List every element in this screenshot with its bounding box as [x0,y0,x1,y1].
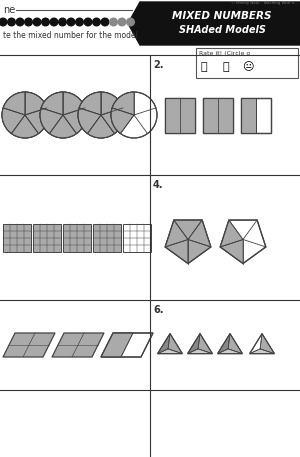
Polygon shape [165,220,211,264]
Wedge shape [11,115,38,138]
Circle shape [16,18,24,26]
Text: 👎: 👎 [223,62,229,72]
Circle shape [110,18,117,26]
Circle shape [76,18,83,26]
Circle shape [84,18,92,26]
Bar [165,97,195,133]
Polygon shape [188,220,211,247]
Polygon shape [218,334,242,354]
Polygon shape [250,349,274,354]
Wedge shape [25,92,47,115]
Wedge shape [63,108,86,133]
Wedge shape [50,115,76,138]
Wedge shape [63,92,85,115]
Text: 6.: 6. [153,305,164,315]
Bar [165,97,195,133]
Polygon shape [188,239,211,264]
Polygon shape [158,334,182,354]
Polygon shape [158,349,182,354]
Circle shape [127,18,134,26]
Polygon shape [198,334,212,354]
Polygon shape [101,333,133,357]
Circle shape [50,18,58,26]
Bar [63,223,91,251]
Polygon shape [188,334,212,354]
Polygon shape [220,220,243,247]
Polygon shape [220,220,266,264]
Polygon shape [188,334,200,354]
Circle shape [2,92,48,138]
Bar [3,223,31,251]
Wedge shape [112,92,134,115]
Text: Rate it! (Circle o: Rate it! (Circle o [199,51,250,56]
Wedge shape [3,92,25,115]
Wedge shape [41,92,63,115]
Wedge shape [101,92,123,115]
Polygon shape [101,333,153,357]
Wedge shape [101,108,124,133]
Circle shape [101,18,109,26]
Polygon shape [218,349,242,354]
Circle shape [8,18,15,26]
Text: 👍: 👍 [201,62,207,72]
Polygon shape [165,239,188,264]
Circle shape [25,18,32,26]
Text: MIXED NUMBERS: MIXED NUMBERS [172,11,272,21]
Bar [203,97,233,133]
Wedge shape [78,108,101,133]
Bar [165,97,195,133]
Bar [241,97,271,133]
Circle shape [0,18,7,26]
Bar [123,223,151,251]
Wedge shape [88,115,115,138]
Circle shape [93,18,100,26]
Polygon shape [3,333,55,357]
Wedge shape [79,92,101,115]
Polygon shape [188,349,212,354]
Bar [196,48,298,78]
Circle shape [33,18,41,26]
Text: © Mandy Neal - Teaching With S...: © Mandy Neal - Teaching With S... [231,1,298,5]
Polygon shape [260,334,275,354]
Wedge shape [25,108,48,133]
Text: ne: ne [3,5,15,15]
Wedge shape [40,108,63,133]
Bar [241,97,271,133]
Polygon shape [128,2,300,45]
Bar [93,223,121,251]
Circle shape [111,92,157,138]
Bar [203,97,233,133]
Polygon shape [228,334,242,354]
Circle shape [59,18,66,26]
Text: 2.: 2. [153,60,164,70]
Polygon shape [250,334,274,354]
Polygon shape [168,334,182,354]
Text: 😐: 😐 [242,62,254,72]
Polygon shape [165,220,188,247]
Polygon shape [220,239,243,264]
Circle shape [67,18,75,26]
Bar [203,97,233,133]
Bar [241,97,256,133]
Circle shape [40,92,86,138]
Circle shape [118,18,126,26]
Polygon shape [52,333,104,357]
Circle shape [78,92,124,138]
Wedge shape [111,108,134,133]
Text: te the mixed number for the model.: te the mixed number for the model. [3,32,140,41]
Polygon shape [218,334,230,354]
Wedge shape [2,108,25,133]
Circle shape [42,18,49,26]
Polygon shape [174,220,202,239]
Text: SHAded ModelS: SHAded ModelS [178,25,266,35]
Bar [33,223,61,251]
Polygon shape [158,334,170,354]
Text: 4.: 4. [153,180,164,190]
